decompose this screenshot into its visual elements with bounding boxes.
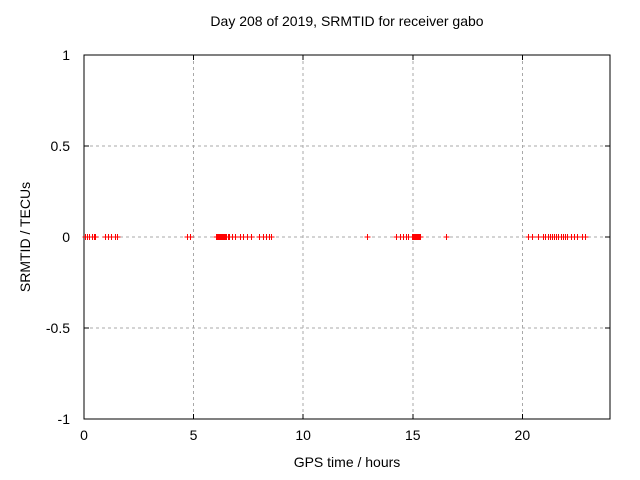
data-point-marker — [248, 234, 255, 240]
data-point-marker — [114, 234, 121, 240]
y-tick-label: -1 — [58, 411, 71, 427]
data-point-marker — [92, 234, 99, 240]
x-tick-label: 15 — [405, 427, 421, 443]
data-point-marker — [417, 234, 424, 240]
data-point-marker — [529, 234, 536, 240]
data-point-marker — [187, 234, 194, 240]
data-point-marker — [364, 234, 371, 240]
x-axis-label: GPS time / hours — [293, 454, 401, 470]
data-point-marker — [443, 234, 450, 240]
data-point-marker — [268, 234, 275, 240]
y-tick-label: 0.5 — [51, 138, 71, 154]
chart-title: Day 208 of 2019, SRMTID for receiver gab… — [210, 13, 484, 29]
x-tick-label: 0 — [80, 427, 88, 443]
y-tick-label: 0 — [62, 229, 70, 245]
y-tick-label: 1 — [62, 47, 70, 63]
x-tick-label: 20 — [515, 427, 531, 443]
x-tick-label: 5 — [190, 427, 198, 443]
x-tick-label: 10 — [295, 427, 311, 443]
data-point-marker — [582, 234, 589, 240]
y-tick-label: -0.5 — [46, 320, 70, 336]
